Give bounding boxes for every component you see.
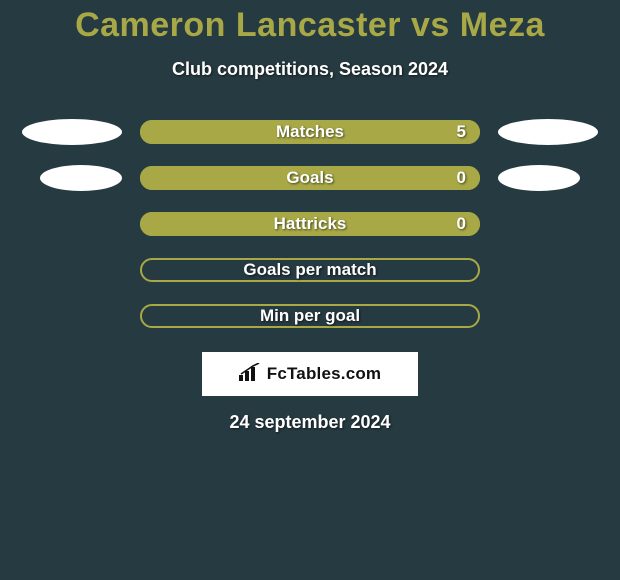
badge-text: FcTables.com (267, 364, 382, 384)
stat-row-min-per-goal: Min per goal (0, 304, 620, 328)
stat-row-goals: Goals 0 (0, 166, 620, 190)
stat-label: Matches (140, 120, 480, 144)
subtitle: Club competitions, Season 2024 (0, 59, 620, 80)
stat-value: 0 (457, 166, 466, 190)
stat-row-goals-per-match: Goals per match (0, 258, 620, 282)
stat-bar: Min per goal (140, 304, 480, 328)
stat-bar: Matches 5 (140, 120, 480, 144)
page-title: Cameron Lancaster vs Meza (0, 0, 620, 45)
left-ellipse (40, 165, 122, 191)
stats-rows: Matches 5 Goals 0 Hattricks 0 (0, 120, 620, 328)
date-text: 24 september 2024 (0, 412, 620, 433)
stat-bar: Goals 0 (140, 166, 480, 190)
stat-value: 5 (457, 120, 466, 144)
title-player1: Cameron Lancaster (75, 6, 401, 44)
right-ellipse (498, 119, 598, 145)
title-player2: Meza (460, 6, 545, 44)
comparison-infographic: Cameron Lancaster vs Meza Club competiti… (0, 0, 620, 580)
stat-row-matches: Matches 5 (0, 120, 620, 144)
title-vs: vs (411, 6, 450, 44)
stat-bar: Hattricks 0 (140, 212, 480, 236)
stat-row-hattricks: Hattricks 0 (0, 212, 620, 236)
stat-label: Hattricks (140, 212, 480, 236)
right-ellipse (498, 165, 580, 191)
stat-label: Goals (140, 166, 480, 190)
stat-label: Min per goal (140, 304, 480, 328)
stat-bar: Goals per match (140, 258, 480, 282)
bars-icon (239, 363, 261, 386)
stat-label: Goals per match (140, 258, 480, 282)
source-badge: FcTables.com (202, 352, 418, 396)
left-ellipse (22, 119, 122, 145)
stat-value: 0 (457, 212, 466, 236)
